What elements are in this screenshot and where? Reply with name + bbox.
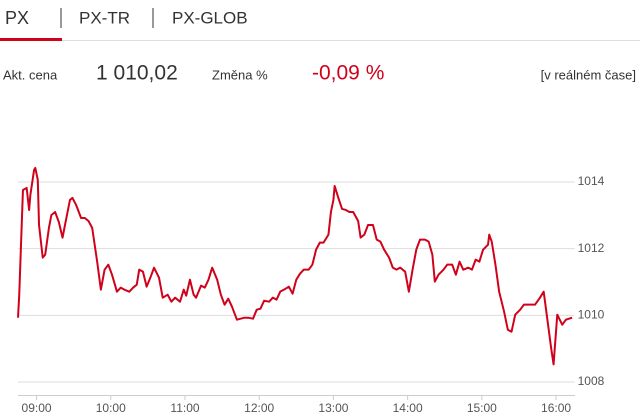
- x-tick-label: 12:00: [244, 401, 274, 415]
- x-tick-label: 10:00: [96, 401, 126, 415]
- change: -0,09 %: [312, 62, 384, 85]
- realtime-note: [v reálném čase]: [541, 67, 636, 82]
- y-tick-label: 1014: [578, 174, 605, 188]
- price-line: [17, 166, 573, 366]
- y-tick-label: 1008: [578, 374, 605, 388]
- x-tick-label: 15:00: [467, 401, 497, 415]
- y-tick-label: 1012: [578, 241, 605, 255]
- x-tick-label: 11:00: [170, 401, 199, 415]
- x-tick-label: 13:00: [318, 401, 348, 415]
- tab[interactable]: PX-TR: [79, 8, 130, 27]
- price-label: Akt. cena: [3, 67, 58, 82]
- y-tick-label: 1010: [578, 308, 605, 322]
- x-tick-label: 09:00: [22, 401, 52, 415]
- tab[interactable]: PX: [5, 8, 29, 28]
- tab[interactable]: PX-GLOB: [172, 8, 248, 27]
- price: 1 010,02: [96, 62, 178, 85]
- active-tab-indicator: [0, 38, 62, 41]
- x-tick-label: 16:00: [541, 401, 571, 415]
- x-tick-label: 14:00: [393, 401, 423, 415]
- change-label: Změna %: [212, 67, 268, 82]
